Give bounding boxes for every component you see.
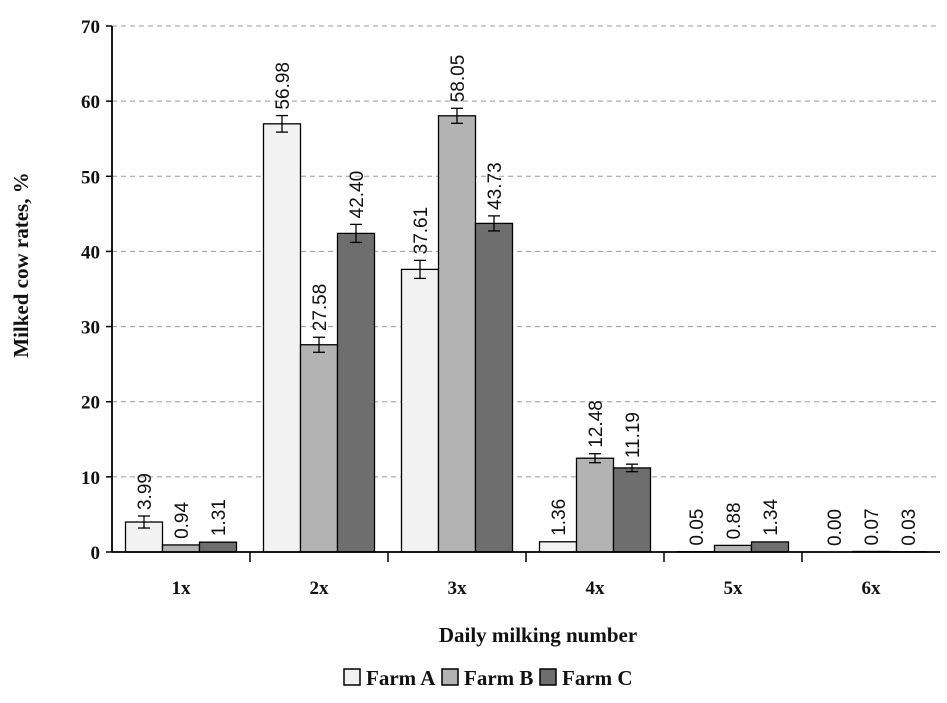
data-label: 0.94 [172, 502, 193, 539]
bar [402, 269, 439, 552]
y-tick-label: 0 [91, 543, 101, 564]
legend-label: Farm C [562, 666, 633, 690]
y-tick-label: 40 [81, 242, 100, 263]
y-tick-label: 70 [81, 17, 100, 38]
legend-swatch [540, 669, 556, 685]
data-label: 0.03 [899, 509, 920, 546]
bar [338, 233, 375, 552]
bar [540, 542, 577, 552]
legend-label: Farm A [366, 666, 436, 690]
data-label: 56.98 [273, 62, 294, 110]
data-label: 12.48 [586, 400, 607, 448]
data-label: 37.61 [411, 207, 432, 255]
x-tick-label: 6x [862, 578, 882, 599]
bar [264, 124, 301, 552]
legend-swatch [442, 669, 458, 685]
x-tick-label: 4x [586, 578, 606, 599]
legend: Farm A Farm B Farm C [344, 666, 633, 690]
bar [163, 545, 200, 552]
y-tick-label: 50 [81, 167, 100, 188]
data-label: 0.05 [687, 509, 708, 546]
bar [577, 458, 614, 552]
labels: 3.99 0.94 1.31 56.98 27.58 42.40 37.61 58.05 43.… [135, 55, 920, 546]
bar [439, 116, 476, 552]
data-label: 11.19 [623, 412, 644, 458]
bar [301, 345, 338, 552]
data-label: 3.99 [135, 473, 156, 510]
data-label: 0.07 [862, 508, 883, 545]
data-label: 1.31 [209, 499, 230, 536]
x-axis-title: Daily milking number [439, 623, 637, 647]
legend-swatch [344, 669, 360, 685]
y-tick-label: 60 [81, 92, 100, 113]
gridlines [112, 26, 940, 477]
data-label: 58.05 [448, 55, 469, 103]
data-label: 0.00 [825, 509, 846, 546]
data-label: 43.73 [485, 162, 506, 210]
x-tick-label: 3x [448, 578, 468, 599]
data-label: 27.58 [310, 284, 331, 332]
data-label: 1.34 [761, 499, 782, 536]
x-tick-label: 1x [172, 578, 192, 599]
y-tick-label: 30 [81, 318, 100, 339]
data-label: 1.36 [549, 499, 570, 536]
bar [200, 542, 237, 552]
x-tick-label: 2x [310, 578, 330, 599]
bar [715, 545, 752, 552]
y-axis-title: Milked cow rates, % [9, 172, 33, 357]
y-tick-label: 10 [81, 468, 100, 489]
data-label: 42.40 [347, 171, 368, 219]
bar [614, 468, 651, 552]
y-tick-label: 20 [81, 393, 100, 414]
bar [476, 223, 513, 552]
bar [752, 542, 789, 552]
x-tick-label: 5x [724, 578, 744, 599]
data-label: 0.88 [724, 502, 745, 539]
bars [126, 108, 927, 552]
legend-label: Farm B [464, 666, 533, 690]
